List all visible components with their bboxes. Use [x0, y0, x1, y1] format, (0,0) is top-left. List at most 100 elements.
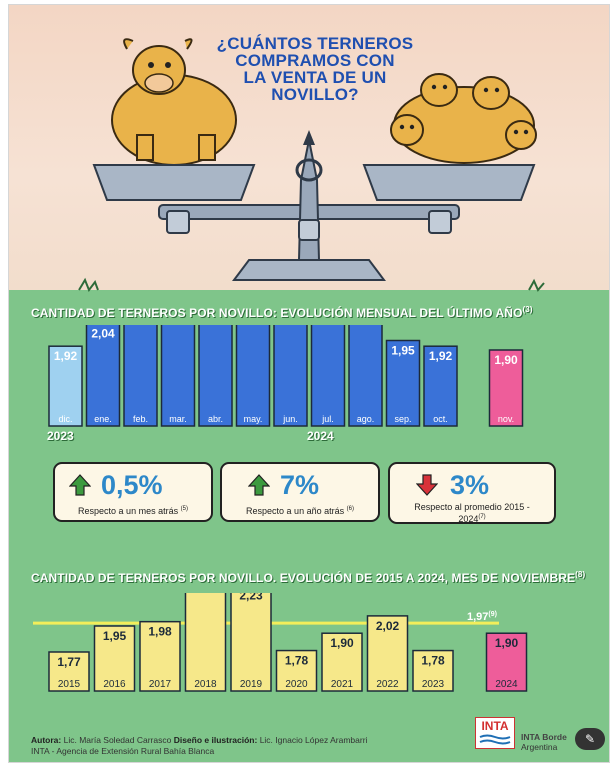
bar-2018: [184, 593, 227, 692]
category-label: nov.: [498, 414, 514, 424]
category-label: 2024: [495, 679, 518, 690]
bar-2021: [321, 632, 363, 692]
bar-2024: [485, 632, 528, 692]
design-label: Diseño e ilustración:: [173, 735, 258, 745]
stat-box-average: 3% Respecto al promedio 2015 - 2024(7): [388, 462, 556, 524]
section2-title: CANTIDAD DE TERNEROS POR NOVILLO. EVOLUC…: [31, 570, 585, 585]
section2-title-text: CANTIDAD DE TERNEROS POR NOVILLO. EVOLUC…: [31, 571, 576, 585]
bar-mar.: [160, 325, 196, 427]
category-label: ago.: [357, 414, 375, 424]
category-label: 2015: [58, 679, 81, 690]
stat-description: Respecto al promedio 2015 - 2024(7): [390, 502, 554, 524]
category-label: dic.: [58, 414, 72, 424]
category-label: 2023: [422, 679, 445, 690]
bar-value-label: 1,95: [391, 344, 415, 358]
stat-footnote: (5): [180, 506, 188, 512]
edit-image-button[interactable]: ✎: [575, 728, 605, 750]
category-label: sep.: [394, 414, 411, 424]
bar-ene.: [85, 325, 121, 427]
arrow-up-icon: [248, 474, 270, 496]
bar-feb.: [123, 325, 158, 427]
partner-name: INTA Borde: [521, 732, 567, 742]
stat-value: 0,5%: [101, 470, 163, 500]
scale-illustration: [78, 38, 545, 293]
category-label: oct.: [433, 414, 448, 424]
section2-title-sup: (8): [575, 570, 586, 579]
category-label: jul.: [321, 414, 334, 424]
bar-abr.: [198, 325, 233, 427]
balance-scale-illustration: [92, 130, 536, 281]
bar-value-label: 1,98: [148, 625, 172, 639]
bar-2017: [139, 620, 181, 692]
category-label: mar.: [169, 414, 187, 424]
bar-value-label: 1,90: [495, 636, 519, 650]
bar-jun.: [273, 325, 308, 427]
november-bar-chart: 1,7720151,9520161,9820172,3020182,232019…: [33, 593, 528, 692]
big-cow-illustration: [111, 38, 237, 166]
inta-logo-text: INTA: [481, 719, 509, 733]
bar-2020: [275, 649, 318, 692]
bar-value-label: 1,95: [103, 629, 127, 643]
category-label: jun.: [282, 414, 298, 424]
bar-2022: [366, 615, 409, 692]
category-label: 2019: [240, 679, 263, 690]
bar-value-label: 2,02: [376, 619, 400, 633]
bar-value-label: 1,92: [429, 349, 453, 363]
stat-description-text: Respecto a un mes atrás: [78, 506, 179, 516]
bar-ago.: [348, 325, 383, 427]
stat-value: 7%: [280, 470, 320, 500]
category-label: 2020: [285, 679, 308, 690]
bar-value-label: 2,23: [239, 593, 263, 603]
grass-tuft: [528, 278, 545, 292]
stat-description-text: Respecto al promedio 2015 - 2024: [414, 502, 530, 524]
bar-2023: [412, 649, 454, 692]
inta-logo: INTA: [475, 717, 515, 749]
bar-nov.: [488, 349, 524, 427]
partner-credit: INTA Borde Argentina: [521, 732, 567, 752]
agency-name: INTA - Agencia de Extensión Rural Bahía …: [31, 746, 215, 756]
bar-value-label: 1,78: [285, 654, 309, 668]
category-label: 2016: [103, 679, 126, 690]
bar-oct.: [423, 345, 458, 427]
bar-2015: [48, 651, 90, 692]
stat-box-year: 7% Respecto a un año atrás (6): [220, 462, 380, 522]
section1-title-text: CANTIDAD DE TERNEROS POR NOVILLO: EVOLUC…: [31, 306, 523, 320]
calves-illustration: [390, 73, 537, 164]
bar-dic.: [48, 345, 83, 427]
bar-value-label: 1,77: [57, 655, 81, 669]
arrow-down-icon: [416, 474, 438, 496]
grass-tuft: [78, 277, 99, 293]
bar-2016: [93, 625, 136, 692]
magic-wand-icon: ✎: [584, 732, 596, 746]
category-label: may.: [244, 414, 263, 424]
inta-wave-icon: [479, 734, 511, 745]
bar-jul.: [310, 325, 346, 427]
year-label-2023: 2023: [47, 429, 74, 443]
bar-value-label: 1,78: [421, 654, 445, 668]
bar-value-label: 1,90: [494, 353, 518, 367]
bar-may.: [235, 325, 271, 427]
design-name: Lic. Ignacio López Arambarri: [259, 735, 368, 745]
bar-sep.: [385, 339, 421, 427]
category-label: 2018: [194, 679, 217, 690]
bar-2019: [230, 593, 272, 692]
stat-footnote: (7): [478, 514, 486, 520]
stat-value: 3%: [450, 470, 490, 500]
stat-description: Respecto a un mes atrás (5): [55, 504, 211, 516]
stat-footnote: (6): [346, 506, 354, 512]
category-label: feb.: [133, 414, 148, 424]
year-label-2024: 2024: [307, 429, 334, 443]
bar-value-label: 2,04: [91, 326, 115, 340]
stat-description: Respecto a un año atrás (6): [222, 504, 378, 516]
arrow-up-icon: [69, 474, 91, 496]
category-label: 2022: [376, 679, 399, 690]
bar-value-label: 1,90: [330, 636, 354, 650]
partner-country: Argentina: [521, 742, 558, 752]
stat-box-month: 0,5% Respecto a un mes atrás (5): [53, 462, 213, 522]
section1-title: CANTIDAD DE TERNEROS POR NOVILLO: EVOLUC…: [31, 305, 533, 320]
stat-description-text: Respecto a un año atrás: [246, 506, 345, 516]
section1-title-sup: (3): [522, 305, 533, 314]
category-label: ene.: [94, 414, 112, 424]
average-value-label: 1,97(9): [467, 611, 497, 623]
category-label: 2021: [331, 679, 354, 690]
